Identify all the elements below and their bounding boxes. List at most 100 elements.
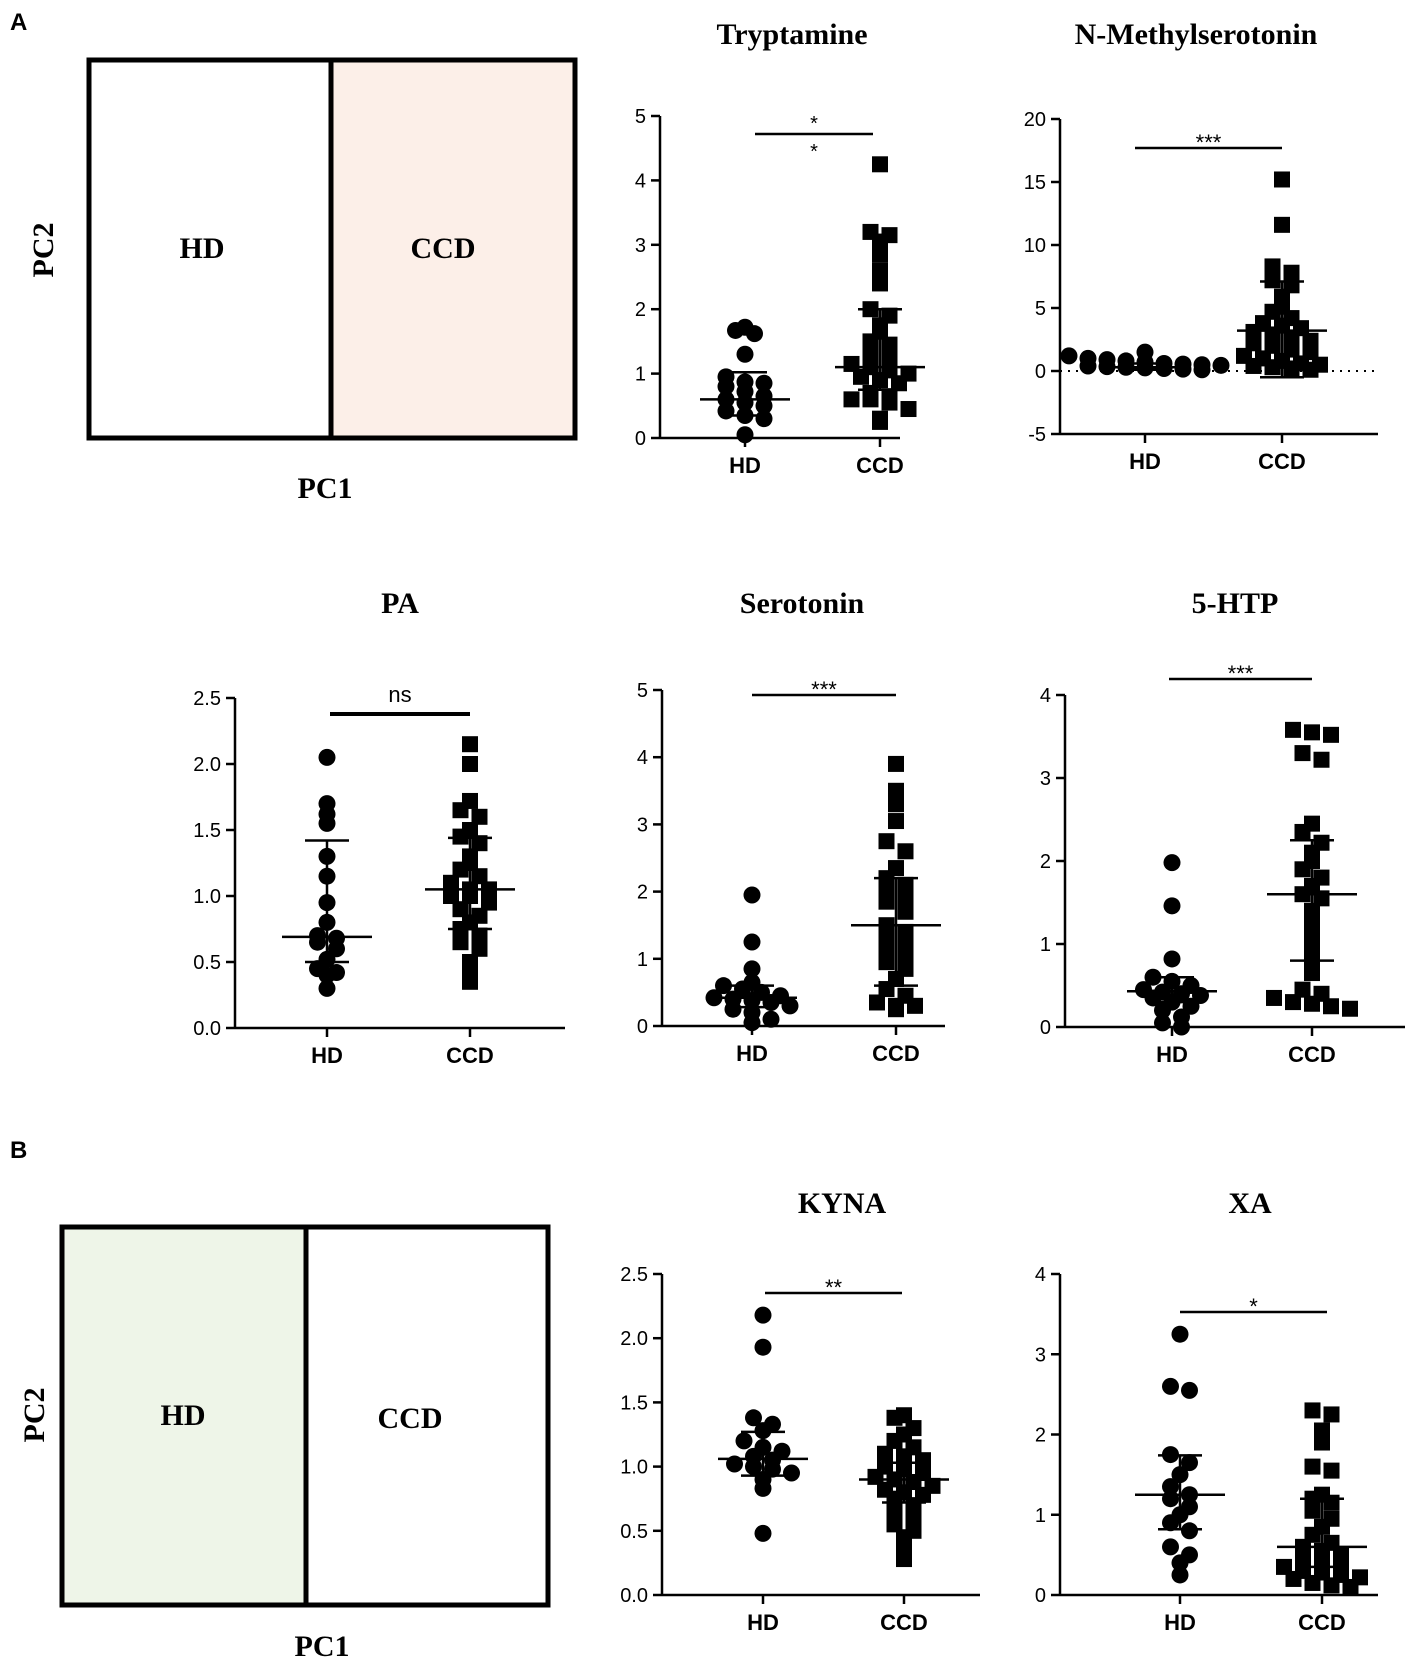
data-point	[896, 1407, 912, 1424]
data-point	[843, 391, 860, 408]
data-point	[443, 874, 459, 891]
data-point	[462, 954, 478, 970]
chart-title: KYNA	[798, 1187, 887, 1220]
data-point	[862, 223, 879, 240]
data-point	[843, 355, 860, 372]
data-point	[762, 1010, 780, 1028]
y-tick-label: 0	[635, 428, 646, 450]
pca-b-highlight	[62, 1227, 306, 1605]
data-point	[1342, 1000, 1358, 1017]
data-point	[1274, 171, 1290, 188]
data-point	[1255, 350, 1271, 367]
data-point	[462, 973, 478, 990]
significance-label: ***	[1228, 661, 1254, 686]
data-point	[1283, 264, 1300, 281]
x-tick-label: CCD	[1288, 1042, 1336, 1067]
y-tick-label: 0	[1035, 361, 1046, 383]
data-point	[881, 227, 898, 244]
x-tick-label: HD	[311, 1043, 343, 1068]
panel-label-a: A	[10, 9, 27, 36]
chart-1: Tryptamine 0 1 2 3 4 5 HD CCD * *	[635, 18, 925, 478]
data-point	[743, 886, 761, 904]
data-point	[881, 336, 898, 353]
y-tick-label: 1.5	[193, 820, 221, 842]
data-point	[915, 1465, 931, 1482]
data-point	[1304, 1402, 1321, 1419]
data-point	[1162, 1377, 1179, 1395]
pca-a-ylabel: PC2	[27, 223, 60, 278]
data-point	[783, 1464, 800, 1482]
data-point	[1163, 950, 1181, 968]
series-hd	[1127, 854, 1217, 1036]
pca-b-xlabel: PC1	[295, 1630, 350, 1663]
data-point	[897, 903, 914, 920]
data-point	[888, 796, 904, 813]
data-point	[743, 933, 761, 951]
chart-title: Serotonin	[740, 587, 865, 620]
y-tick-label: 1	[637, 949, 648, 971]
data-point	[888, 755, 904, 772]
chart-2: N-Methylserotonin -5 0 5 10 15 20 HD CCD ***	[1024, 18, 1378, 474]
data-point	[878, 833, 895, 850]
data-point	[900, 401, 917, 418]
data-point	[754, 1306, 772, 1324]
y-tick-label: -5	[1028, 424, 1046, 446]
data-point	[443, 888, 459, 904]
data-point	[1162, 1538, 1179, 1556]
y-tick-label: 20	[1024, 109, 1046, 131]
series-hd	[700, 318, 790, 444]
pca-a-highlight	[331, 60, 575, 438]
data-point	[736, 345, 754, 363]
significance-label: *	[810, 141, 818, 163]
data-point	[897, 923, 914, 940]
significance-label: *	[810, 113, 818, 135]
chart-title: N-Methylserotonin	[1075, 18, 1318, 51]
chart-4: Serotonin 0 1 2 3 4 5 HD CCD ***	[637, 587, 945, 1066]
y-tick-label: 2	[1040, 851, 1051, 873]
data-point	[1181, 1498, 1198, 1516]
y-tick-label: 1.0	[620, 1457, 648, 1479]
data-point	[1060, 347, 1078, 365]
data-point	[328, 929, 345, 947]
data-point	[900, 365, 917, 382]
x-tick-label: HD	[729, 453, 761, 478]
y-tick-label: 0.0	[193, 1018, 221, 1040]
data-point	[886, 1516, 903, 1533]
data-point	[1313, 869, 1330, 886]
data-point	[897, 987, 914, 1004]
data-point	[1264, 258, 1281, 275]
y-tick-label: 3	[635, 235, 646, 257]
data-point	[888, 813, 904, 830]
data-point	[1314, 1422, 1330, 1439]
y-tick-label: 4	[1035, 1264, 1046, 1286]
data-point	[872, 262, 888, 279]
y-tick-label: 4	[635, 170, 646, 192]
y-tick-label: 0	[1040, 1017, 1051, 1039]
data-point	[754, 1338, 772, 1356]
series-hd	[705, 886, 799, 1032]
data-point	[1313, 985, 1330, 1002]
pca-a-right-label: CCD	[411, 232, 476, 265]
significance-label: **	[825, 1275, 843, 1300]
series-hd	[1135, 1325, 1225, 1584]
data-point	[471, 868, 488, 885]
pca-box-a: HD CCD PC1 PC2	[27, 57, 578, 505]
data-point	[881, 307, 898, 324]
y-tick-label: 1	[635, 364, 646, 386]
data-point	[1163, 897, 1181, 915]
data-point	[877, 1445, 893, 1462]
data-point	[881, 349, 898, 366]
data-point	[471, 927, 488, 944]
data-point	[924, 1477, 941, 1494]
data-point	[888, 782, 904, 799]
data-point	[1313, 751, 1330, 768]
significance-label: ns	[388, 682, 411, 707]
y-tick-label: 3	[1035, 1344, 1046, 1366]
data-point	[754, 1524, 772, 1542]
y-tick-label: 4	[637, 747, 648, 769]
data-point	[878, 944, 895, 961]
pca-box-b: HD CCD PC1 PC2	[18, 1224, 551, 1663]
data-point	[1264, 272, 1281, 289]
